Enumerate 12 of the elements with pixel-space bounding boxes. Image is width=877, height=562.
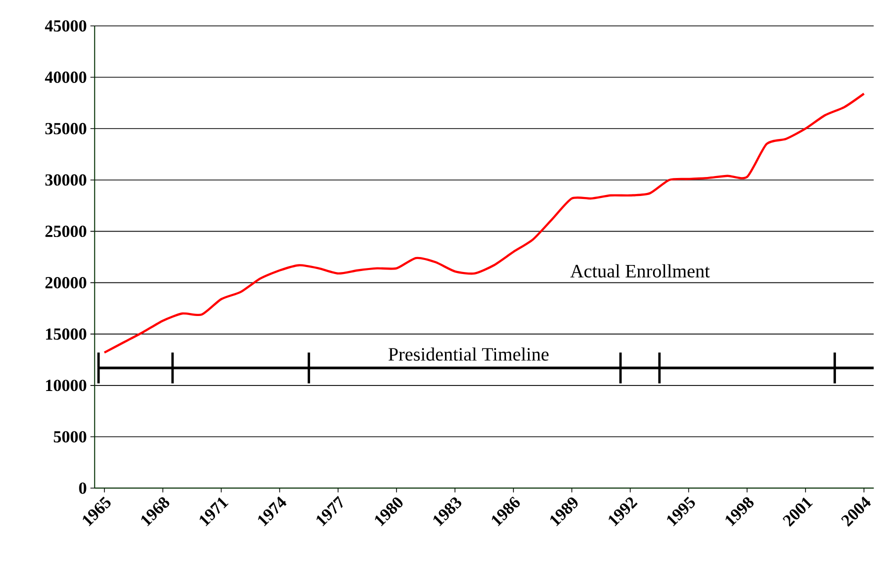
text: Actual Enrollment <box>570 264 710 278</box>
y-tick-label: 40000 <box>44 72 86 84</box>
y-tick-label: 25000 <box>45 226 86 238</box>
y-tick-label: 30000 <box>45 174 86 186</box>
y-tick-label: 45000 <box>44 20 86 32</box>
y-tick-label: 5000 <box>54 431 86 443</box>
y-tick-label: 10000 <box>46 380 86 392</box>
y-tick-label: 35000 <box>45 122 86 134</box>
y-tick-label: 15000 <box>46 328 86 340</box>
y-tick-label: 0 <box>79 482 86 494</box>
y-tick-label: 20000 <box>45 277 86 288</box>
series-label: Presidential Timeline <box>388 348 549 361</box>
